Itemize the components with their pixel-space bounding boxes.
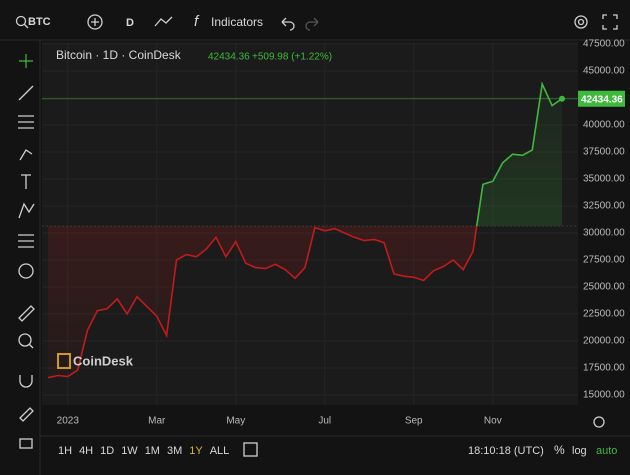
range-button[interactable]: 1Y	[189, 445, 203, 457]
x-tick-label: 2023	[57, 416, 80, 427]
range-button[interactable]: 1D	[100, 445, 114, 457]
y-tick-label: 40000.00	[583, 120, 625, 131]
fib-tool[interactable]	[18, 115, 34, 129]
x-tick-label: Nov	[484, 416, 502, 427]
x-tick-label: Jul	[318, 416, 331, 427]
percent-toggle[interactable]: %	[554, 443, 565, 457]
x-tick-label: Sep	[405, 416, 423, 427]
last-point	[559, 95, 565, 102]
chart-title: Bitcoin · 1D · CoinDesk	[56, 48, 182, 62]
axis-settings[interactable]	[593, 416, 605, 428]
left-toolbar	[18, 54, 35, 449]
y-tick-label: 47500.00	[583, 39, 625, 50]
symbol[interactable]: BTC	[28, 16, 51, 28]
text-tool[interactable]	[21, 174, 31, 189]
chart-type-icon[interactable]	[154, 16, 173, 27]
range-button[interactable]: 1M	[145, 445, 160, 457]
zoom-tool[interactable]	[18, 333, 32, 347]
lock-tool[interactable]	[19, 438, 33, 449]
y-tick-label: 27500.00	[583, 255, 625, 266]
settings[interactable]	[574, 15, 588, 29]
pattern-tool[interactable]	[18, 202, 35, 219]
emoji-tool[interactable]	[18, 263, 34, 279]
crosshair-tool[interactable]	[19, 54, 33, 68]
range-button[interactable]: 1W	[121, 445, 138, 457]
ruler-tool[interactable]	[18, 305, 35, 322]
indicators-button[interactable]: Indicators	[211, 15, 263, 29]
y-tick-label: 30000.00	[583, 228, 625, 239]
price-tag	[578, 90, 625, 107]
range-button[interactable]: 4H	[79, 445, 93, 457]
y-tick-label: 25000.00	[583, 282, 625, 293]
fullscreen[interactable]	[602, 14, 618, 30]
fx-icon: f	[194, 13, 200, 30]
x-tick-label: Mar	[148, 416, 166, 427]
y-tick-label: 45000.00	[583, 66, 625, 77]
date-range[interactable]	[243, 442, 258, 457]
line-tool[interactable]	[18, 85, 34, 101]
y-tick-label: 35000.00	[583, 174, 625, 185]
clock: 18:10:18 (UTC)	[468, 445, 544, 457]
x-tick-label: May	[226, 416, 245, 427]
top-bar: BTC D f Indicators	[15, 13, 618, 31]
forecast-tool[interactable]	[18, 234, 34, 248]
y-tick-label: 37500.00	[583, 147, 625, 158]
area-fill	[48, 84, 562, 378]
interval[interactable]: D	[126, 17, 134, 29]
plot	[42, 42, 578, 405]
draw-lock[interactable]	[19, 407, 34, 422]
undo[interactable]	[281, 17, 295, 31]
y-tick-label: 32500.00	[583, 201, 625, 212]
price-line	[47, 81, 563, 379]
brush-tool[interactable]	[19, 149, 33, 161]
y-tick-label: 15000.00	[583, 390, 625, 401]
range-button[interactable]: ALL	[210, 445, 230, 457]
watermark: CoinDesk	[73, 353, 134, 368]
y-tick-label: 22500.00	[583, 309, 625, 320]
magnet-tool[interactable]	[19, 375, 33, 388]
y-tick-label: 17500.00	[583, 363, 625, 374]
range-bar: 1H 4H 1D 1W 1M 3M 1Y ALL	[58, 445, 229, 457]
price-tag-label: 42434.36	[581, 94, 623, 105]
redo[interactable]	[305, 17, 319, 31]
range-button[interactable]: 3M	[167, 445, 182, 457]
y-tick-label: 20000.00	[583, 336, 625, 347]
add-button[interactable]	[87, 14, 103, 30]
legend-change: +509.98 (+1.22%)	[252, 52, 332, 63]
range-button[interactable]: 1H	[58, 445, 72, 457]
log-toggle[interactable]: log	[572, 445, 587, 457]
watermark-logo	[57, 353, 71, 369]
legend-value: 42434.36	[208, 52, 250, 63]
auto-toggle[interactable]: auto	[596, 445, 617, 457]
